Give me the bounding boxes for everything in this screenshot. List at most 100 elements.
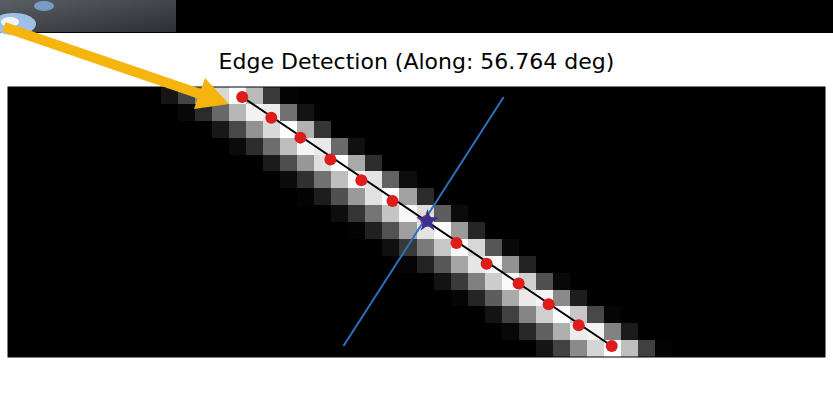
heatmap-cell: [348, 104, 366, 121]
heatmap-cell: [468, 171, 486, 188]
heatmap-cell: [59, 239, 77, 256]
heatmap-cell: [638, 273, 656, 290]
heatmap-cell: [25, 256, 43, 273]
heatmap-cell: [434, 138, 452, 155]
heatmap-cell: [757, 155, 775, 172]
heatmap-cell: [757, 256, 775, 273]
heatmap-cell: [212, 104, 230, 121]
heatmap-cell: [553, 222, 571, 239]
heatmap-cell: [570, 222, 588, 239]
point-marker: [513, 278, 525, 290]
heatmap-cell: [536, 340, 554, 357]
heatmap-cell: [348, 87, 366, 104]
heatmap-cell: [604, 87, 622, 104]
heatmap-cell: [331, 121, 349, 138]
heatmap-cell: [774, 205, 792, 222]
heatmap-cell: [229, 256, 247, 273]
heatmap-cell: [502, 290, 520, 307]
heatmap-cell: [774, 222, 792, 239]
heatmap-cell: [8, 323, 26, 340]
heatmap-cell: [195, 323, 213, 340]
heatmap-cell: [399, 138, 417, 155]
heatmap-cell: [297, 256, 315, 273]
heatmap-cell: [417, 256, 435, 273]
heatmap-cell: [110, 188, 128, 205]
heatmap-cell: [502, 155, 520, 172]
heatmap-cell: [297, 205, 315, 222]
heatmap-cell: [178, 188, 196, 205]
heatmap-cell: [93, 121, 111, 138]
heatmap-cell: [757, 138, 775, 155]
heatmap-cell: [740, 104, 758, 121]
heatmap-cell: [25, 155, 43, 172]
plot-area: [8, 87, 825, 357]
heatmap-cell: [25, 205, 43, 222]
heatmap-cell: [127, 256, 145, 273]
heatmap-cell: [757, 121, 775, 138]
heatmap-cell: [536, 87, 554, 104]
heatmap-cell: [587, 171, 605, 188]
heatmap-cell: [808, 239, 825, 256]
heatmap-cell: [195, 290, 213, 307]
heatmap-cell: [451, 104, 469, 121]
heatmap-cell: [536, 222, 554, 239]
point-marker: [606, 340, 618, 352]
heatmap-cell: [76, 290, 94, 307]
heatmap-cell: [76, 273, 94, 290]
heatmap-cell: [229, 323, 247, 340]
heatmap-cell: [570, 138, 588, 155]
heatmap-cell: [212, 155, 230, 172]
heatmap-cell: [638, 171, 656, 188]
heatmap-cell: [382, 239, 400, 256]
heatmap-cell: [417, 171, 435, 188]
heatmap-cell: [280, 239, 298, 256]
heatmap-cell: [570, 171, 588, 188]
heatmap-cell: [774, 188, 792, 205]
heatmap-cell: [42, 239, 60, 256]
heatmap-cell: [604, 323, 622, 340]
heatmap-cell: [621, 171, 639, 188]
heatmap-cell: [178, 138, 196, 155]
heatmap-cell: [740, 306, 758, 323]
heatmap-cell: [263, 138, 281, 155]
heatmap-cell: [263, 155, 281, 172]
heatmap-cell: [706, 256, 724, 273]
heatmap-cell: [25, 323, 43, 340]
heatmap-cell: [655, 306, 673, 323]
heatmap-cell: [553, 155, 571, 172]
heatmap-cell: [808, 256, 825, 273]
heatmap-cell: [331, 273, 349, 290]
heatmap-cell: [672, 306, 690, 323]
heatmap-cell: [42, 138, 60, 155]
heatmap-cell: [195, 222, 213, 239]
heatmap-cell: [689, 290, 707, 307]
heatmap-cell: [485, 138, 503, 155]
heatmap-cell: [246, 155, 264, 172]
heatmap-cell: [723, 306, 741, 323]
heatmap-cell: [195, 340, 213, 357]
heatmap-cell: [25, 104, 43, 121]
heatmap-cell: [723, 323, 741, 340]
heatmap-cell: [417, 104, 435, 121]
heatmap-cell: [502, 138, 520, 155]
heatmap-cell: [212, 205, 230, 222]
heatmap-cell: [451, 256, 469, 273]
heatmap-cell: [553, 205, 571, 222]
heatmap-cell: [723, 290, 741, 307]
heatmap-cell: [740, 323, 758, 340]
heatmap-cell: [25, 87, 43, 104]
heatmap-cell: [536, 188, 554, 205]
heatmap-cell: [604, 171, 622, 188]
heatmap-cell: [502, 188, 520, 205]
heatmap-cell: [382, 340, 400, 357]
heatmap-cell: [127, 171, 145, 188]
heatmap-cell: [59, 290, 77, 307]
heatmap-cell: [502, 87, 520, 104]
heatmap-cell: [434, 121, 452, 138]
heatmap-cell: [382, 155, 400, 172]
heatmap-cell: [723, 155, 741, 172]
heatmap-cell: [672, 155, 690, 172]
heatmap-cell: [553, 290, 571, 307]
heatmap-cell: [519, 138, 537, 155]
heatmap-cell: [399, 171, 417, 188]
